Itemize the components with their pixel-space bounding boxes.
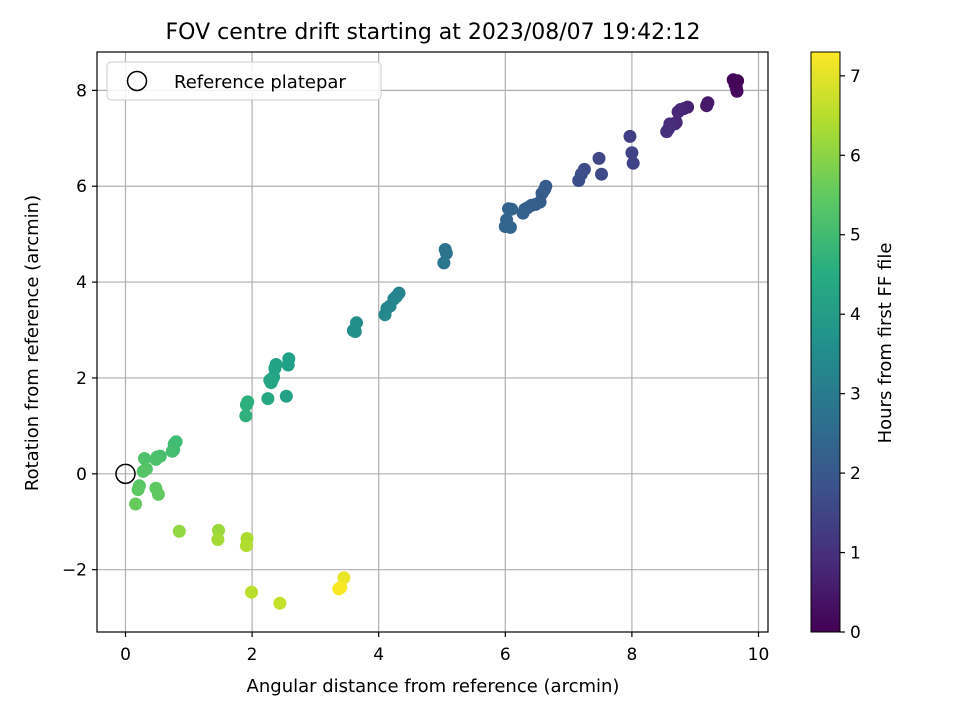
x-tick-label: 2 xyxy=(247,645,258,665)
data-point xyxy=(660,125,674,139)
x-tick-label: 6 xyxy=(500,645,511,665)
colorbar-tick-label: 7 xyxy=(850,67,861,87)
data-point xyxy=(261,392,275,406)
data-point xyxy=(129,497,143,511)
y-tick-label: 8 xyxy=(76,81,87,101)
colorbar: 0 1 2 3 4 5 6 7 Hours from first FF file xyxy=(810,51,896,643)
x-tick-label: 8 xyxy=(626,645,637,665)
data-point xyxy=(239,409,253,423)
colorbar-tick-label: 5 xyxy=(850,226,861,246)
colorbar-tick-label: 2 xyxy=(850,464,861,484)
y-axis-label: Rotation from reference (arcmin) xyxy=(22,195,43,491)
data-point xyxy=(279,389,293,403)
y-tick-label: 2 xyxy=(76,369,87,389)
data-point xyxy=(346,324,360,337)
data-point xyxy=(332,582,346,596)
data-point xyxy=(503,220,517,234)
chart-title: FOV centre drift starting at 2023/08/07 … xyxy=(166,20,701,45)
data-point xyxy=(149,452,163,466)
legend-box xyxy=(106,61,382,101)
data-point xyxy=(700,99,714,113)
data-point xyxy=(595,167,608,181)
x-axis-label: Angular distance from reference (arcmin) xyxy=(247,676,620,697)
colorbar-tick-label: 0 xyxy=(850,623,861,643)
data-point xyxy=(239,539,253,553)
legend-entry-label: Reference platepar xyxy=(174,72,346,93)
data-point xyxy=(136,464,150,478)
data-point xyxy=(273,596,287,610)
data-point xyxy=(165,444,179,458)
plot-frame xyxy=(96,51,769,633)
reference-marker-layer xyxy=(115,463,136,485)
data-point xyxy=(730,84,744,98)
data-point xyxy=(437,256,451,270)
data-point xyxy=(151,487,165,501)
x-axis-ticks: 0 2 4 6 8 10 xyxy=(120,632,769,665)
data-point xyxy=(625,146,639,160)
y-tick-label: 4 xyxy=(76,273,87,293)
data-point xyxy=(131,483,145,497)
data-point xyxy=(516,206,530,220)
reference-platepar-marker xyxy=(115,463,136,485)
data-point xyxy=(211,533,225,546)
colorbar-label: Hours from first FF file xyxy=(875,243,896,444)
data-point xyxy=(671,105,685,119)
y-axis-ticks: −2 0 2 4 6 8 xyxy=(62,81,97,581)
x-tick-label: 4 xyxy=(373,645,384,665)
x-tick-label: 0 xyxy=(120,645,131,665)
colorbar-tick-label: 4 xyxy=(850,305,861,325)
data-point xyxy=(623,129,637,143)
grid-lines xyxy=(97,52,768,632)
data-point xyxy=(378,308,392,322)
data-point xyxy=(245,585,258,599)
data-point xyxy=(263,373,277,387)
data-point xyxy=(138,452,151,465)
data-point xyxy=(281,358,295,372)
data-points xyxy=(129,73,745,610)
y-tick-label: −2 xyxy=(62,561,87,581)
colorbar-tick-label: 6 xyxy=(850,146,861,166)
colorbar-tick-label: 3 xyxy=(850,385,861,405)
x-tick-label: 10 xyxy=(748,645,770,665)
data-point xyxy=(626,156,640,170)
colorbar-gradient xyxy=(810,51,841,633)
legend-marker-icon xyxy=(126,70,148,92)
y-tick-label: 6 xyxy=(76,177,87,197)
y-tick-label: 0 xyxy=(76,465,87,485)
data-point xyxy=(592,151,606,165)
data-point xyxy=(572,174,586,187)
data-point xyxy=(239,398,253,412)
data-point xyxy=(502,202,515,216)
colorbar-ticks: 0 1 2 3 4 5 6 7 xyxy=(840,67,861,643)
colorbar-tick-label: 1 xyxy=(850,544,861,564)
data-point xyxy=(172,524,186,538)
legend: Reference platepar xyxy=(106,61,382,101)
